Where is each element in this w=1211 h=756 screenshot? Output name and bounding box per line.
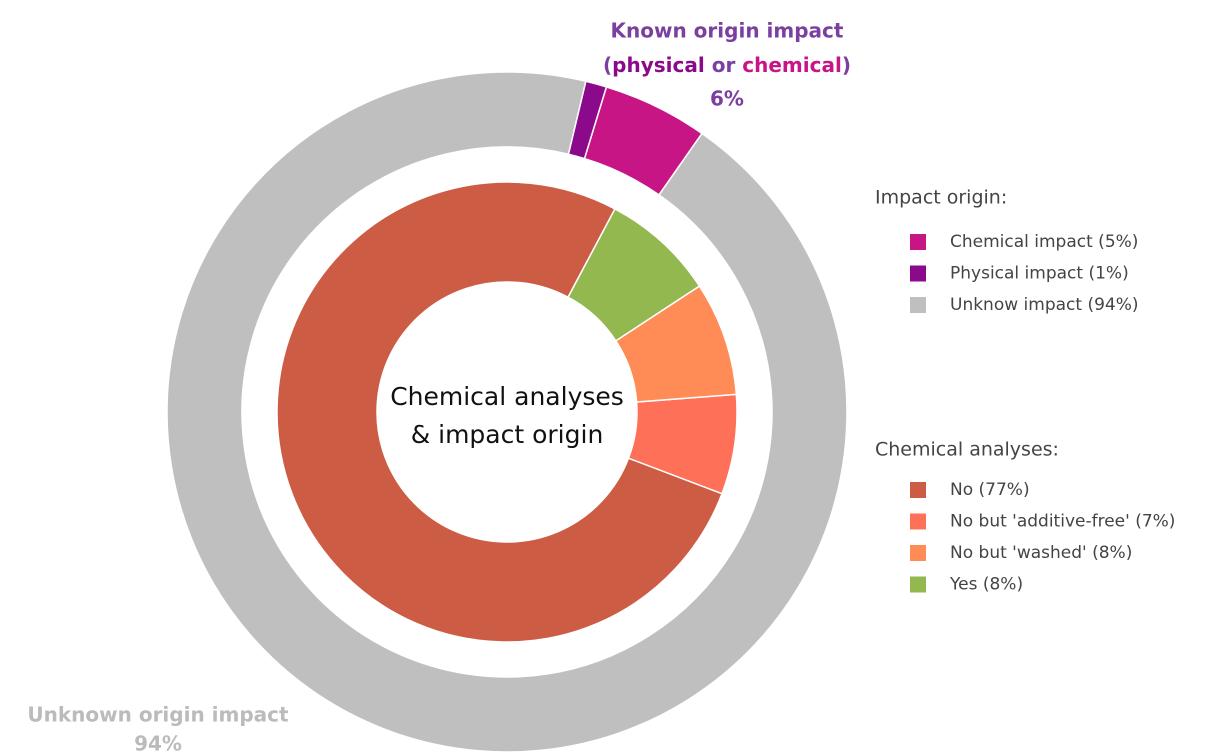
legend-title: Impact origin: [875, 187, 1007, 209]
unknown-value: 94% [134, 732, 182, 756]
known-annotation: Known origin impact [611, 19, 844, 43]
legend-label: No (77%) [950, 480, 1030, 500]
legend-title: Chemical analyses: [875, 439, 1059, 461]
donut-segment [614, 285, 738, 403]
known-annotation: ( [603, 53, 612, 77]
known-annotation: ) [842, 53, 851, 77]
legend-label: Unknow impact (94%) [950, 295, 1139, 315]
known-annotation: (physical or chemical) [603, 53, 851, 77]
known-value: 6% [710, 87, 744, 111]
center-label: & impact origin [411, 420, 604, 449]
center-label: Chemical analyses [390, 382, 624, 411]
legend-swatch [910, 265, 926, 282]
legend-label: Chemical impact (5%) [950, 232, 1138, 252]
donut-segment [166, 71, 848, 753]
known-annotation: chemical [742, 53, 842, 77]
legend-swatch [910, 513, 926, 530]
donut-segment [276, 181, 723, 643]
donut-segment [567, 80, 608, 160]
legend-swatch [910, 576, 926, 593]
known-annotation: or [705, 53, 743, 77]
legend-label: Physical impact (1%) [950, 264, 1129, 284]
legend-label: Yes (8%) [949, 575, 1023, 595]
known-annotation: physical [612, 53, 705, 77]
unknown-annotation: Unknown origin impact [27, 703, 289, 727]
legend-swatch [910, 482, 926, 498]
legend-swatch [910, 297, 926, 313]
legend-swatch [910, 545, 926, 561]
legend-swatch [910, 234, 926, 250]
legend-label: No but 'additive-free' (7%) [950, 512, 1175, 532]
donut-segment [567, 207, 701, 342]
legend-label: No but 'washed' (8%) [950, 543, 1132, 563]
donut-segment [627, 393, 738, 495]
